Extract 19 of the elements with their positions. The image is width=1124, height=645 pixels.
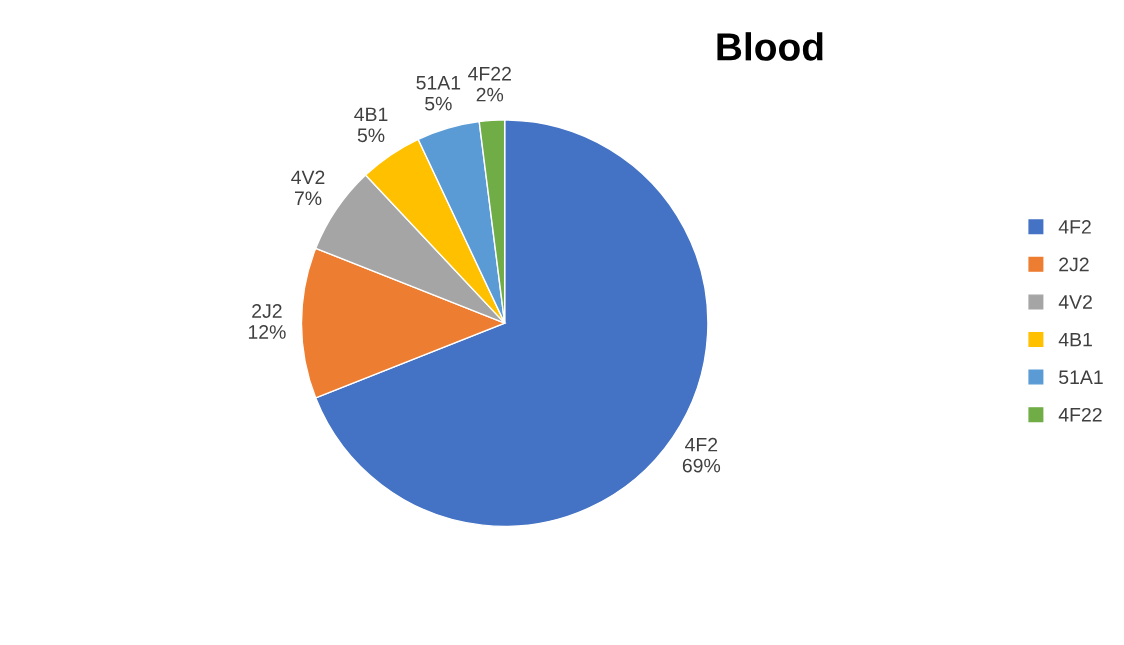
legend-label: 4F22 <box>1058 407 1102 422</box>
data-label: 5% <box>357 128 385 143</box>
data-label: 69% <box>682 458 721 473</box>
data-label: 7% <box>294 191 322 206</box>
slice-label: 4F22 <box>468 66 511 81</box>
legend-label: 4F2 <box>1058 220 1091 234</box>
legend-label: 4V2 <box>1058 295 1092 309</box>
data-label: 2% <box>476 87 504 102</box>
legend-label: 4B1 <box>1058 332 1092 347</box>
data-label: 12% <box>248 325 286 339</box>
chart-title: Blood <box>717 32 823 61</box>
legend-label: 2J2 <box>1059 257 1089 272</box>
slice-label: 4V2 <box>291 170 325 185</box>
legend-label: 51A1 <box>1059 370 1103 385</box>
slice-label: 4B1 <box>354 107 388 122</box>
data-label: 5% <box>425 96 452 111</box>
slice-label: 4F2 <box>685 437 718 452</box>
slice-label: 51A1 <box>416 76 461 90</box>
slice-label: 2J2 <box>252 304 282 318</box>
